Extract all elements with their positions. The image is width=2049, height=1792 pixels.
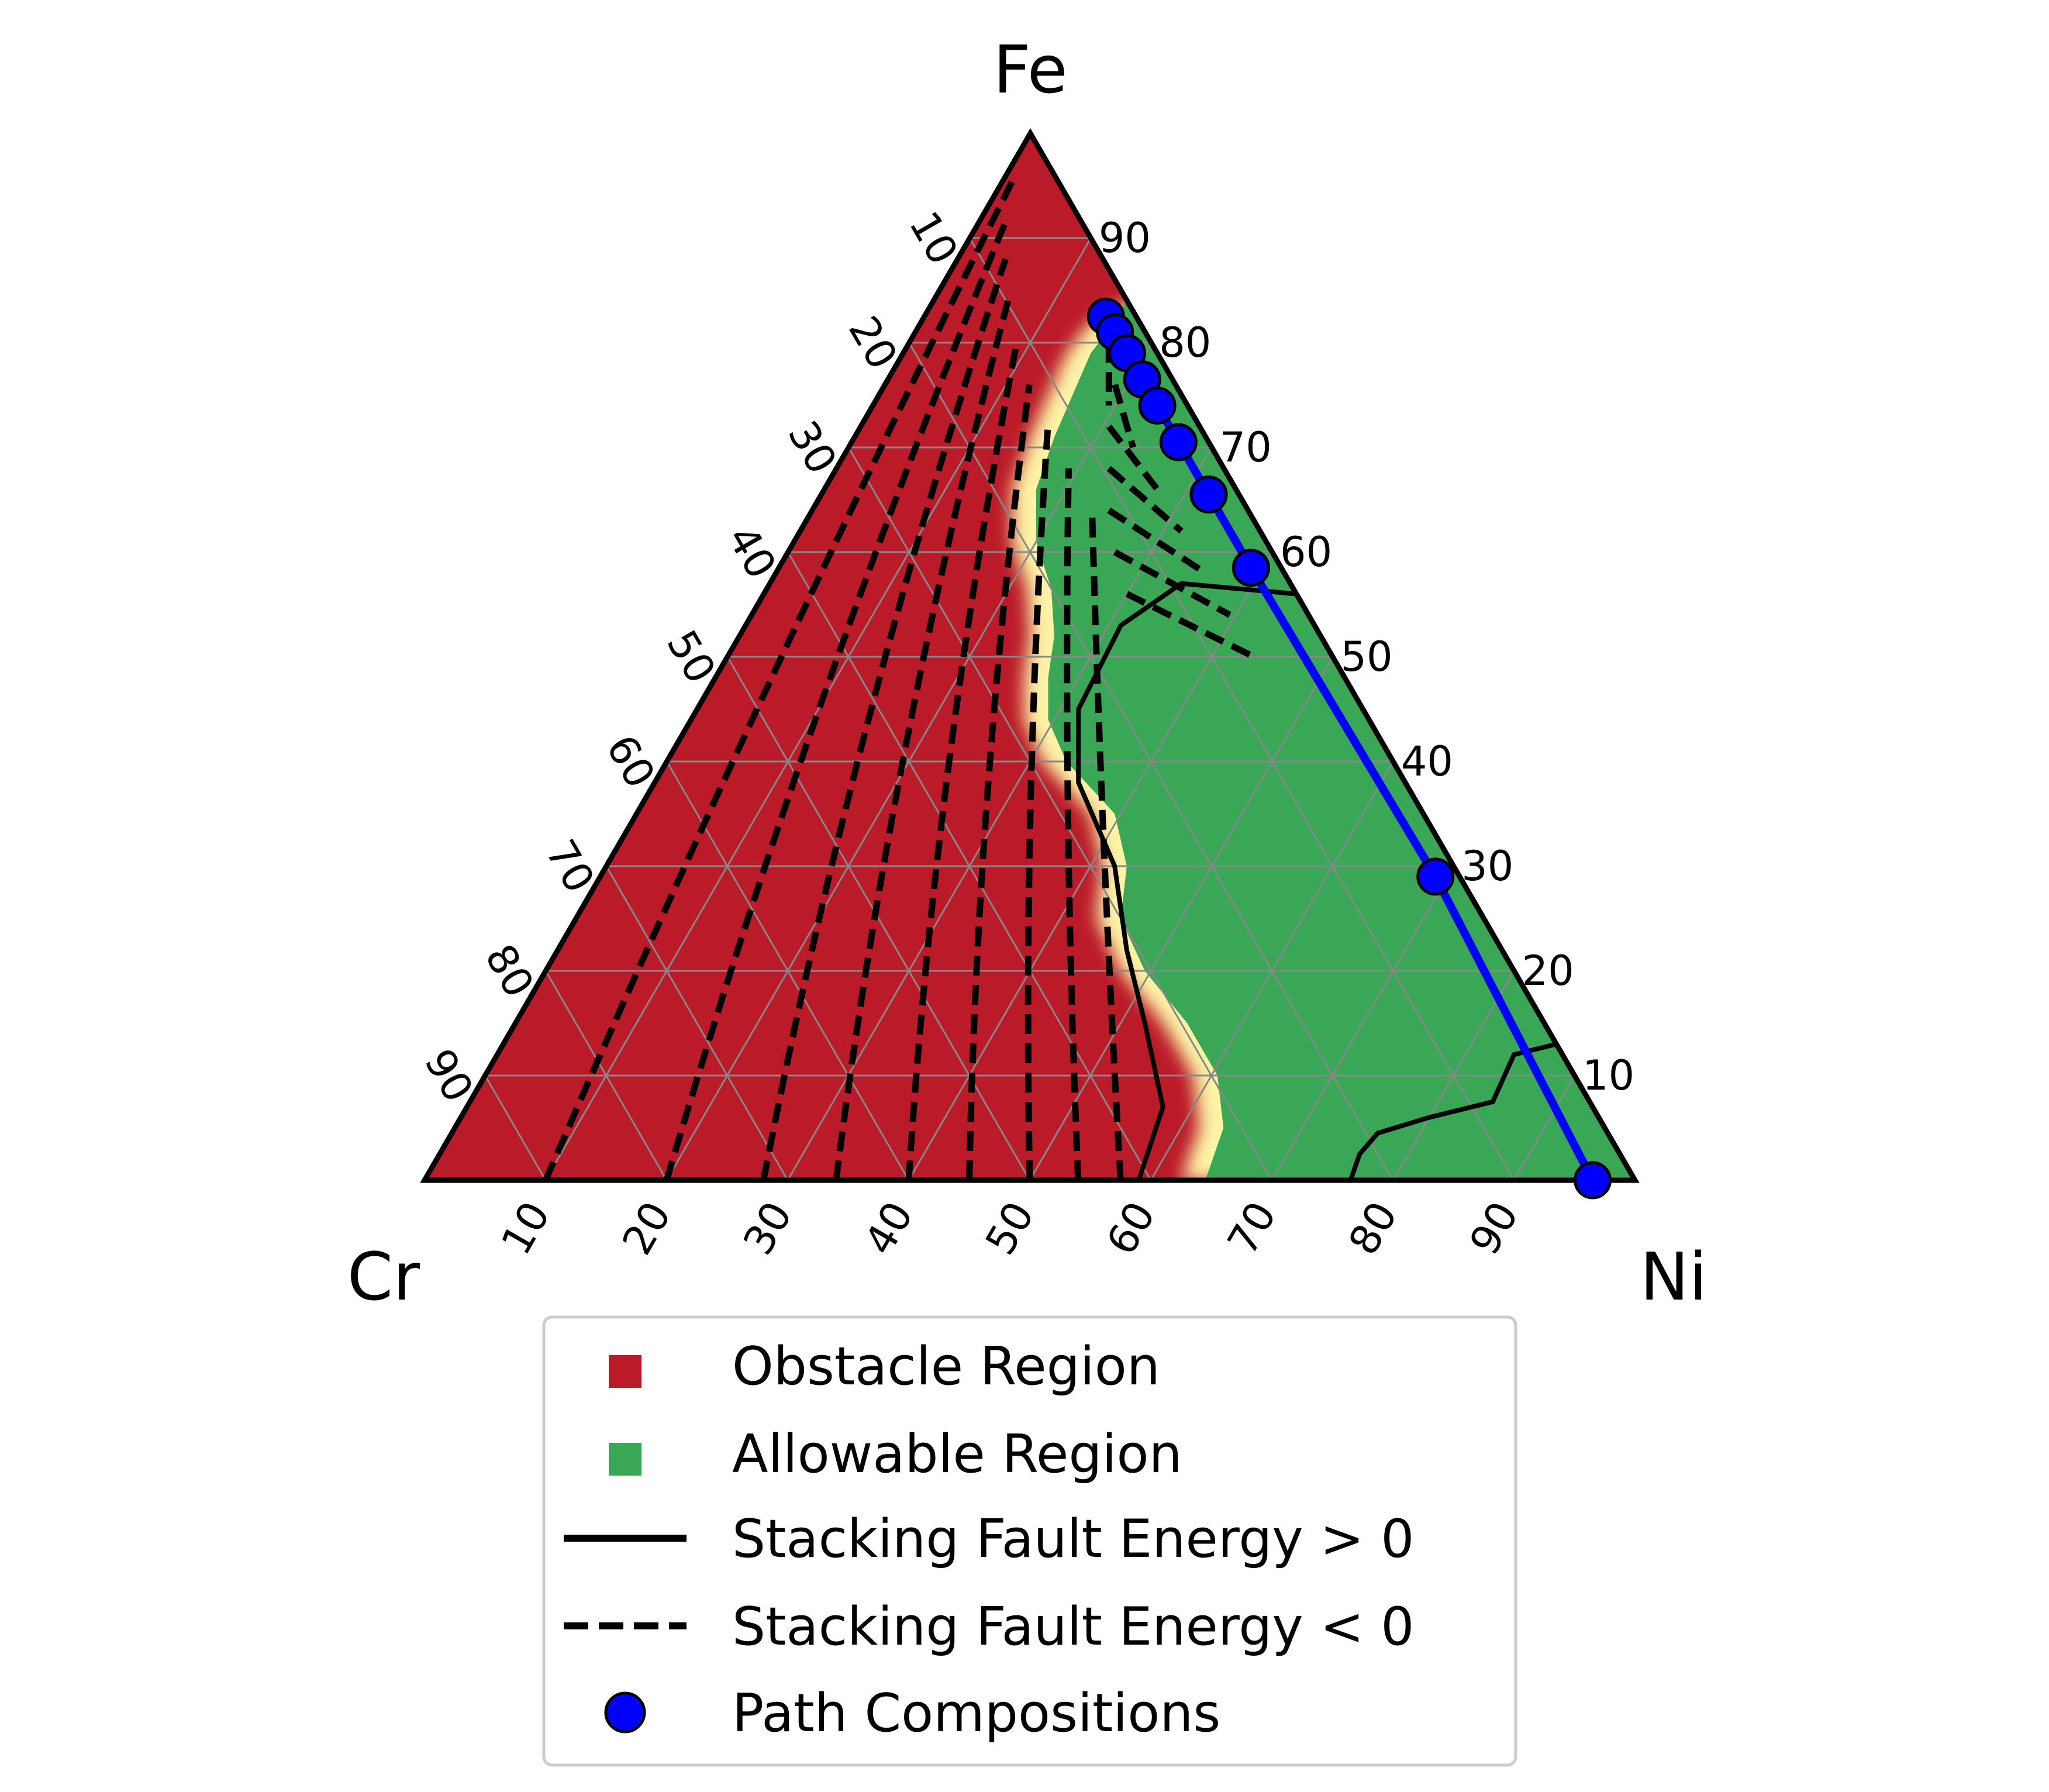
grid-line-ni	[1271, 866, 1455, 1180]
tick-label-ni: 20	[613, 1194, 681, 1263]
contour-line-negative	[542, 174, 1019, 1180]
vertex-label-ni: Ni	[1640, 1239, 1708, 1315]
tick-label-fe: 90	[1099, 214, 1151, 262]
contour-line-negative	[1024, 426, 1051, 1180]
grid-line-cr	[969, 237, 1515, 1180]
tick-label-ni: 10	[492, 1194, 560, 1263]
path-composition-point	[1232, 549, 1270, 587]
grid-line-ni	[1392, 970, 1515, 1180]
tick-label-fe: 60	[1280, 528, 1332, 576]
tick-label-ni: 70	[1218, 1194, 1286, 1263]
contour-line-negative	[1064, 468, 1082, 1180]
allowable-region	[1036, 301, 1635, 1180]
grid-line-ni	[544, 237, 1092, 1180]
contour-line-negative	[1107, 507, 1208, 576]
grid-line-cr	[605, 866, 789, 1180]
contour-line-positive	[1076, 581, 1297, 1180]
tick-label-fe: 70	[1220, 423, 1272, 471]
tick-label-ni: 50	[976, 1194, 1044, 1263]
tick-label-fe: 30	[1461, 842, 1513, 890]
tick-label-ni: 30	[734, 1194, 802, 1263]
tick-label-ni: 40	[855, 1194, 923, 1263]
legend-label-sfe-negative: Stacking Fault Energy < 0	[732, 1596, 1415, 1657]
legend-item-allowable: Allowable Region	[609, 1424, 1182, 1485]
legend-label-obstacle: Obstacle Region	[732, 1336, 1160, 1397]
path-composition-point	[1189, 475, 1228, 514]
legend-item-obstacle: Obstacle Region	[609, 1336, 1160, 1397]
contour-line-negative	[966, 384, 1033, 1180]
path-composition-point	[1416, 857, 1455, 896]
legend-swatch-obstacle	[609, 1355, 641, 1388]
vertex-label-fe: Fe	[993, 32, 1067, 108]
legend-swatch-allowable	[609, 1443, 641, 1476]
path-composition-point	[1138, 386, 1177, 425]
tick-label-fe: 40	[1401, 738, 1453, 785]
legend: Obstacle Region Allowable Region Stackin…	[542, 1315, 1517, 1767]
path-composition-point	[1574, 1161, 1612, 1200]
tick-label-ni: 60	[1097, 1194, 1165, 1263]
tick-label-fe: 10	[1582, 1052, 1634, 1100]
tick-label-fe: 80	[1159, 319, 1211, 367]
path-composition-point	[1159, 423, 1198, 461]
path-compositions	[1086, 297, 1612, 1200]
contour-line-negative	[1125, 591, 1255, 660]
contour-line-negative	[1113, 549, 1232, 618]
legend-frame	[542, 1315, 1517, 1767]
grid-line-cr	[484, 1075, 547, 1180]
legend-item-path: Path Compositions	[604, 1683, 1220, 1744]
contour-line-positive	[1348, 1042, 1557, 1180]
legend-label-allowable: Allowable Region	[732, 1424, 1182, 1485]
contour-line-negative	[1112, 384, 1136, 449]
grid-line-ni	[1150, 761, 1394, 1180]
tick-label-fe: 20	[1522, 947, 1574, 995]
legend-label-sfe-positive: Stacking Fault Energy > 0	[732, 1508, 1415, 1570]
contour-line-negative	[905, 342, 1020, 1180]
contour-line-negative	[760, 258, 1009, 1180]
triangle-border	[420, 128, 1640, 1183]
legend-item-sfe-positive: Stacking Fault Energy > 0	[564, 1508, 1415, 1570]
contour-line-negative	[833, 299, 1012, 1180]
grid-line-cr	[726, 656, 1031, 1180]
grid-line-cr	[666, 761, 910, 1180]
grid-line-cr	[544, 970, 668, 1180]
grid-line-ni	[1029, 656, 1334, 1180]
vertex-label-cr: Cr	[347, 1239, 420, 1315]
contour-line-negative	[663, 216, 1010, 1180]
plot-area	[425, 133, 1635, 1180]
legend-label-path: Path Compositions	[732, 1683, 1220, 1744]
contour-line-negative	[1106, 424, 1160, 491]
contour-line-negative	[1106, 466, 1184, 534]
tick-label-ni: 90	[1460, 1194, 1528, 1263]
grid-line-ni	[1513, 1075, 1575, 1180]
legend-swatch-circle	[604, 1691, 646, 1734]
legend-item-sfe-negative: Stacking Fault Energy < 0	[564, 1596, 1415, 1657]
tick-label-ni: 80	[1339, 1194, 1407, 1263]
tick-label-fe: 50	[1340, 633, 1392, 681]
grid-line-cr	[847, 447, 1273, 1180]
